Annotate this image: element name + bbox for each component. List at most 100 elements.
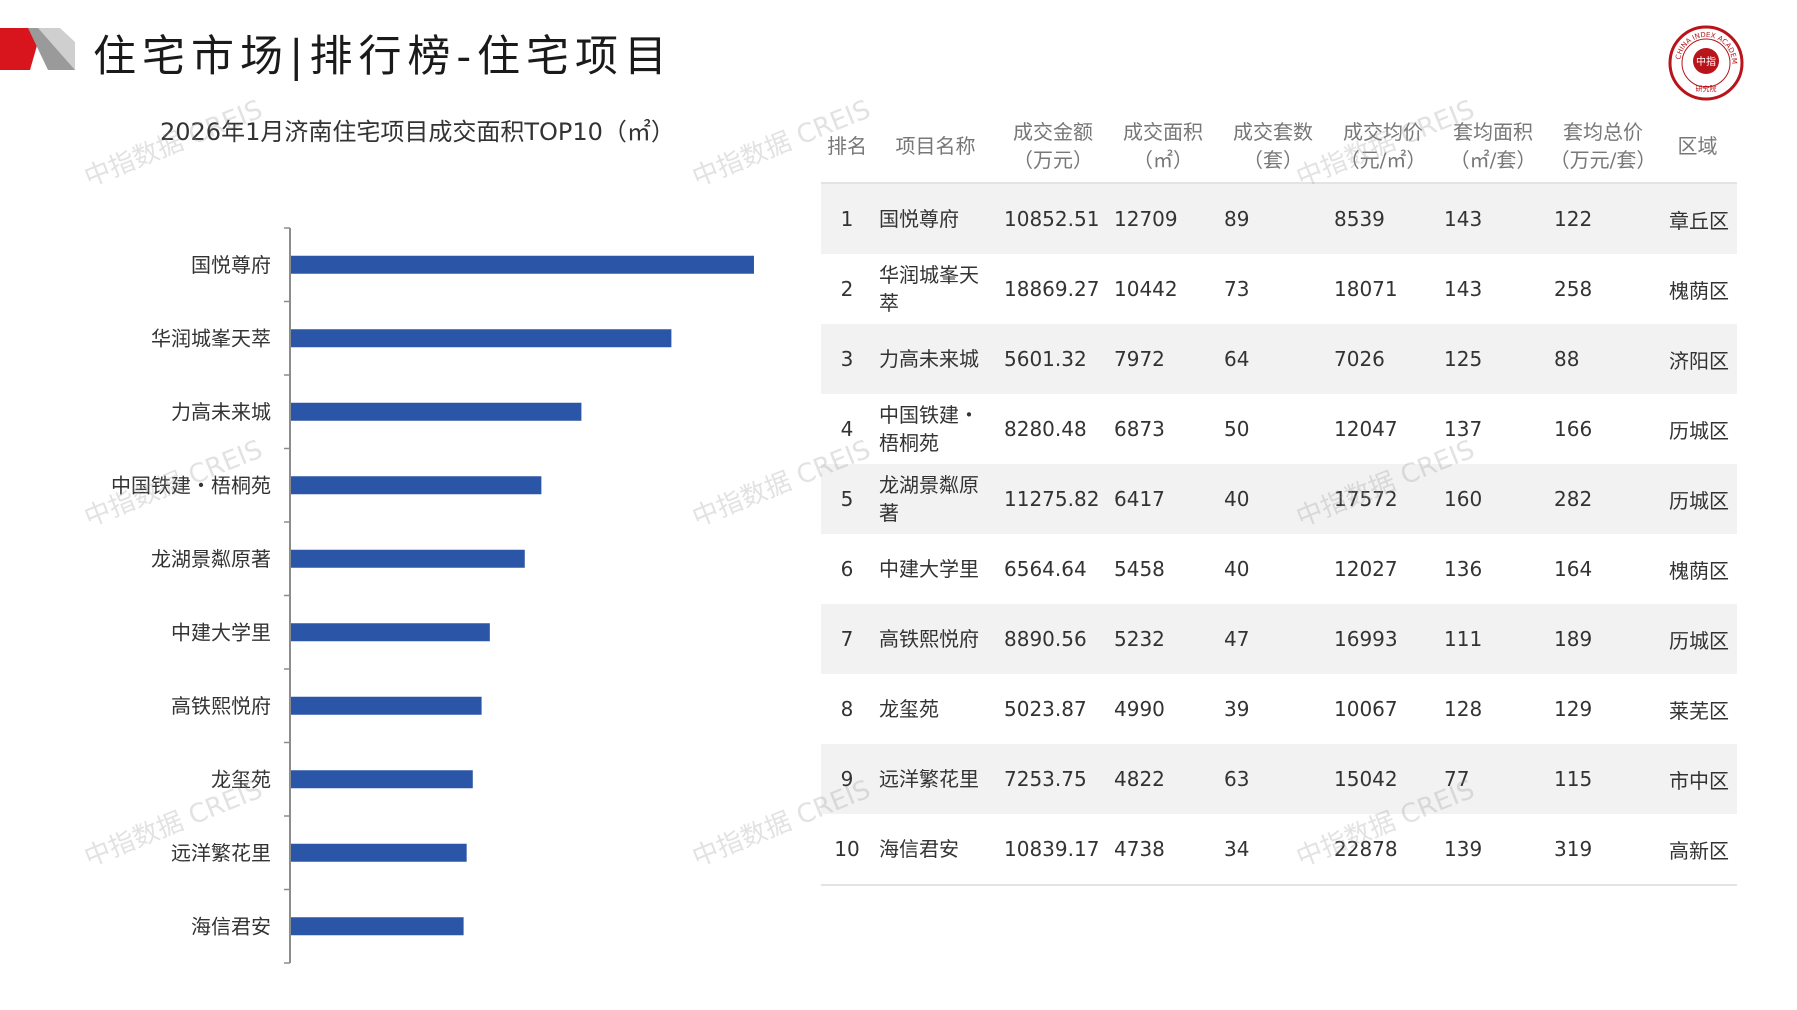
chart-title: 2026年1月济南住宅项目成交面积TOP10（㎡） [160,118,675,146]
rank-cell: 1 [821,183,873,254]
value-cell: 319 [1548,814,1658,886]
table-body: 1 国悦尊府 10852.51 12709 89 8539 143 122 章丘区 2 华润城峯天萃… [821,183,1737,886]
value-cell: 8280.48 [1004,417,1087,441]
table-row: 9 远洋繁花里 7253.75 4822 63 15042 77 115 市中区 [821,744,1737,814]
column-header: 套均面积 （㎡/套） [1438,110,1548,184]
value-cell: 137 [1444,417,1483,441]
table-row: 8 龙玺苑 5023.87 4990 39 10067 128 129 莱芜区 [821,674,1737,744]
value-cell: 8890.56 [998,604,1108,674]
value-cell: 282 [1548,464,1658,534]
district-cell: 历城区 [1658,604,1737,674]
value-cell: 12027 [1334,557,1398,581]
column-header: 成交套数 （套） [1218,110,1328,184]
bar-1 [291,255,754,274]
district-cell: 莱芜区 [1669,698,1729,723]
value-cell: 4738 [1108,814,1218,886]
project-name-cell: 国悦尊府 [873,183,998,254]
project-name-cell: 中国铁建・梧桐苑 [879,403,979,455]
value-cell: 12047 [1334,417,1398,441]
district-cell: 章丘区 [1658,183,1737,254]
category-label: 中国铁建・梧桐苑 [111,473,271,497]
rank-cell: 10 [821,814,873,886]
value-cell: 39 [1224,697,1250,721]
value-cell: 10067 [1334,697,1398,721]
district-cell: 高新区 [1658,814,1737,886]
value-cell: 4990 [1114,697,1165,721]
bar-2 [291,329,672,348]
table-header-row: 排名 项目名称 成交金额 （万元） 成交面积 （㎡） 成交套数 （套） 成交均价 （元/㎡） 套均面… [821,110,1737,184]
value-cell: 129 [1554,697,1593,721]
bar-chart: 国悦尊府华润城峯天萃力高未来城中国铁建・梧桐苑龙湖景粼原著中建大学里高铁熙悦府龙… [111,227,754,964]
bar-6 [291,623,490,642]
value-cell: 18071 [1334,277,1398,301]
district-cell: 槐荫区 [1669,558,1729,583]
value-cell: 6417 [1108,464,1218,534]
value-cell: 6564.64 [1004,557,1087,581]
value-cell: 88 [1548,324,1658,394]
value-cell: 89 [1218,183,1328,254]
value-cell: 18869.27 [1004,277,1100,301]
value-cell: 143 [1444,277,1483,301]
bar-10 [291,917,464,936]
table-row: 3 力高未来城 5601.32 7972 64 7026 125 88 济阳区 [821,324,1737,394]
category-label: 中建大学里 [171,620,271,644]
value-cell: 7253.75 [998,744,1108,814]
rank-cell: 3 [821,324,873,394]
ranking-table: 排名 项目名称 成交金额 （万元） 成交面积 （㎡） 成交套数 （套） 成交均价 （元/㎡） 套均面… [821,110,1737,886]
bar-7 [291,696,482,715]
table-row: 10 海信君安 10839.17 4738 34 22878 139 319 高新区 [821,814,1737,886]
value-cell: 166 [1554,417,1593,441]
value-cell: 40 [1224,557,1250,581]
project-name-cell: 高铁熙悦府 [873,604,998,674]
value-cell: 4822 [1108,744,1218,814]
rank-cell: 9 [821,744,873,814]
value-cell: 11275.82 [998,464,1108,534]
bar-5 [291,549,525,568]
value-cell: 17572 [1328,464,1438,534]
value-cell: 22878 [1328,814,1438,886]
value-cell: 122 [1548,183,1658,254]
value-cell: 128 [1444,697,1483,721]
district-cell: 槐荫区 [1669,278,1729,303]
value-cell: 111 [1438,604,1548,674]
bar-3 [291,402,582,421]
project-name-cell: 中建大学里 [879,557,979,581]
project-name-cell: 力高未来城 [873,324,998,394]
bar-8 [291,770,473,789]
logo-center-text: 中指 [1696,55,1716,68]
logo-bottom-text: 研究院 [1696,84,1717,93]
value-cell: 34 [1218,814,1328,886]
value-cell: 189 [1548,604,1658,674]
rank-cell: 6 [840,557,854,581]
district-cell: 历城区 [1658,464,1737,534]
category-label: 远洋繁花里 [171,841,271,865]
value-cell: 15042 [1328,744,1438,814]
value-cell: 125 [1438,324,1548,394]
column-header: 成交面积 （㎡） [1108,110,1218,184]
column-header: 套均总价 （万元/套） [1548,110,1658,184]
project-name-cell: 海信君安 [873,814,998,886]
category-label: 龙玺苑 [211,767,271,791]
bar-4 [291,476,542,495]
value-cell: 16993 [1328,604,1438,674]
district-cell: 市中区 [1658,744,1737,814]
district-cell: 历城区 [1669,418,1729,443]
column-header: 项目名称 [873,110,998,184]
project-name-cell: 龙湖景粼原著 [873,464,998,534]
page-title: 住宅市场|排行榜-住宅项目 [93,32,674,82]
value-cell: 63 [1218,744,1328,814]
rank-cell: 5 [821,464,873,534]
category-label: 华润城峯天萃 [151,326,271,350]
table-row: 4 中国铁建・梧桐苑 8280.48 6873 50 12047 137 166 历城区 [821,394,1737,464]
bar-9 [291,843,467,862]
project-name-cell: 远洋繁花里 [873,744,998,814]
category-label: 力高未来城 [171,400,271,424]
rank-cell: 4 [840,417,854,441]
value-cell: 10839.17 [998,814,1108,886]
value-cell: 8539 [1328,183,1438,254]
value-cell: 5023.87 [1004,697,1087,721]
district-cell: 济阳区 [1658,324,1737,394]
value-cell: 139 [1438,814,1548,886]
rank-cell: 2 [840,277,854,301]
rank-cell: 7 [821,604,873,674]
